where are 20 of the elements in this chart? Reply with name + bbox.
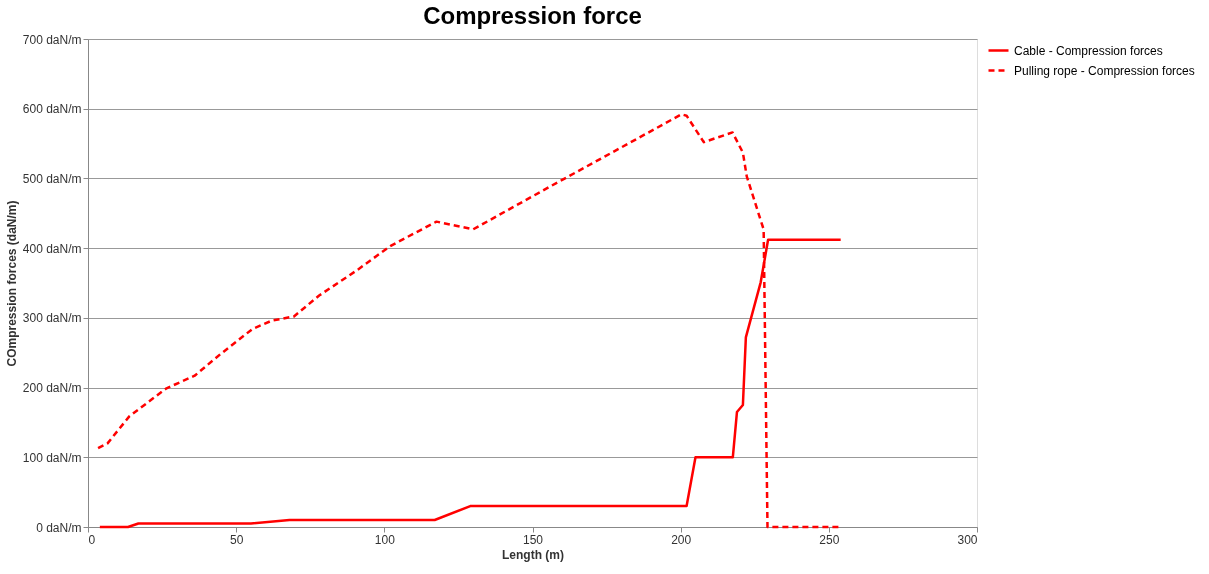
- legend-label: Cable - Compression forces: [1014, 43, 1163, 58]
- y-tick-label: 300 daN/m: [22, 311, 82, 326]
- y-tick-label: 400 daN/m: [22, 241, 82, 256]
- x-tick-label: 150: [522, 532, 544, 547]
- x-tick-label: 0: [88, 532, 96, 547]
- y-tick-label: 600 daN/m: [22, 102, 82, 117]
- x-tick-label: 200: [671, 532, 692, 547]
- y-axis-title: COmpression forces (daN/m): [4, 200, 19, 367]
- x-tick-label: 100: [374, 532, 396, 547]
- x-tick-label: 50: [229, 532, 244, 547]
- chart-title: Compression force: [423, 2, 642, 29]
- x-tick-label: 250: [819, 532, 840, 547]
- y-tick-label: 100 daN/m: [22, 450, 82, 465]
- x-axis-title: Length (m): [502, 547, 564, 562]
- y-tick-label: 500 daN/m: [22, 171, 82, 186]
- y-tick-label: 200 daN/m: [22, 381, 82, 396]
- y-tick-label: 700 daN/m: [22, 32, 82, 47]
- y-tick-label: 0 daN/m: [36, 520, 82, 535]
- legend-label: Pulling rope - Compression forces: [1014, 63, 1195, 78]
- x-tick-label: 300: [957, 532, 978, 547]
